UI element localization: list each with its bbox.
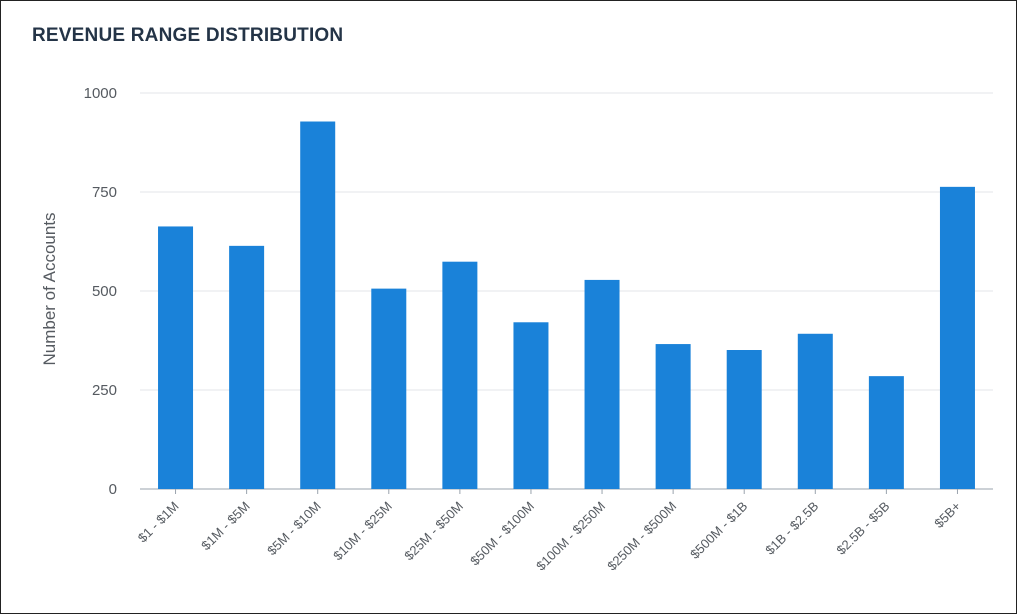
y-axis-label: Number of Accounts <box>40 212 59 365</box>
x-tick-label: $250M - $500M <box>604 499 679 574</box>
y-tick-label: 250 <box>92 382 117 399</box>
bar[interactable] <box>584 279 620 489</box>
x-tick-label: $1B - $2.5B <box>762 499 821 558</box>
x-tick-label: $25M - $50M <box>401 499 466 564</box>
x-tick-label: $2.5B - $5B <box>833 499 892 558</box>
bar[interactable] <box>300 121 336 490</box>
y-axis-ticks: 0 250 500 750 1000 <box>84 85 117 498</box>
x-tick-label: $100M - $250M <box>533 499 608 574</box>
bar[interactable] <box>868 376 904 489</box>
bar[interactable] <box>442 261 478 489</box>
x-axis-ticks: $1 - $1M $1M - $5M $5M - $10M $10M - $25M $2… <box>135 489 964 574</box>
bars <box>158 121 975 490</box>
x-tick-label: $5M - $10M <box>264 499 324 559</box>
x-tick-label: $1M - $5M <box>198 499 253 554</box>
bar[interactable] <box>726 350 762 489</box>
y-tick-label: 750 <box>92 184 117 201</box>
bar[interactable] <box>158 226 194 489</box>
bar[interactable] <box>939 186 975 490</box>
y-tick-label: 0 <box>109 481 117 498</box>
chart-title: REVENUE RANGE DISTRIBUTION <box>32 25 344 46</box>
y-tick-label: 500 <box>92 283 117 300</box>
gridlines <box>140 92 993 490</box>
x-tick-label: $1 - $1M <box>135 499 182 546</box>
x-tick-label: $5B+ <box>931 499 963 531</box>
y-tick-label: 1000 <box>84 85 117 102</box>
x-tick-label: $10M - $25M <box>330 499 395 564</box>
bar[interactable] <box>797 333 833 489</box>
bar[interactable] <box>655 344 691 489</box>
bar[interactable] <box>513 322 549 489</box>
bar[interactable] <box>371 288 407 489</box>
x-tick-label: $50M - $100M <box>467 499 537 569</box>
x-tick-label: $500M - $1B <box>687 499 750 562</box>
bar[interactable] <box>229 245 265 489</box>
